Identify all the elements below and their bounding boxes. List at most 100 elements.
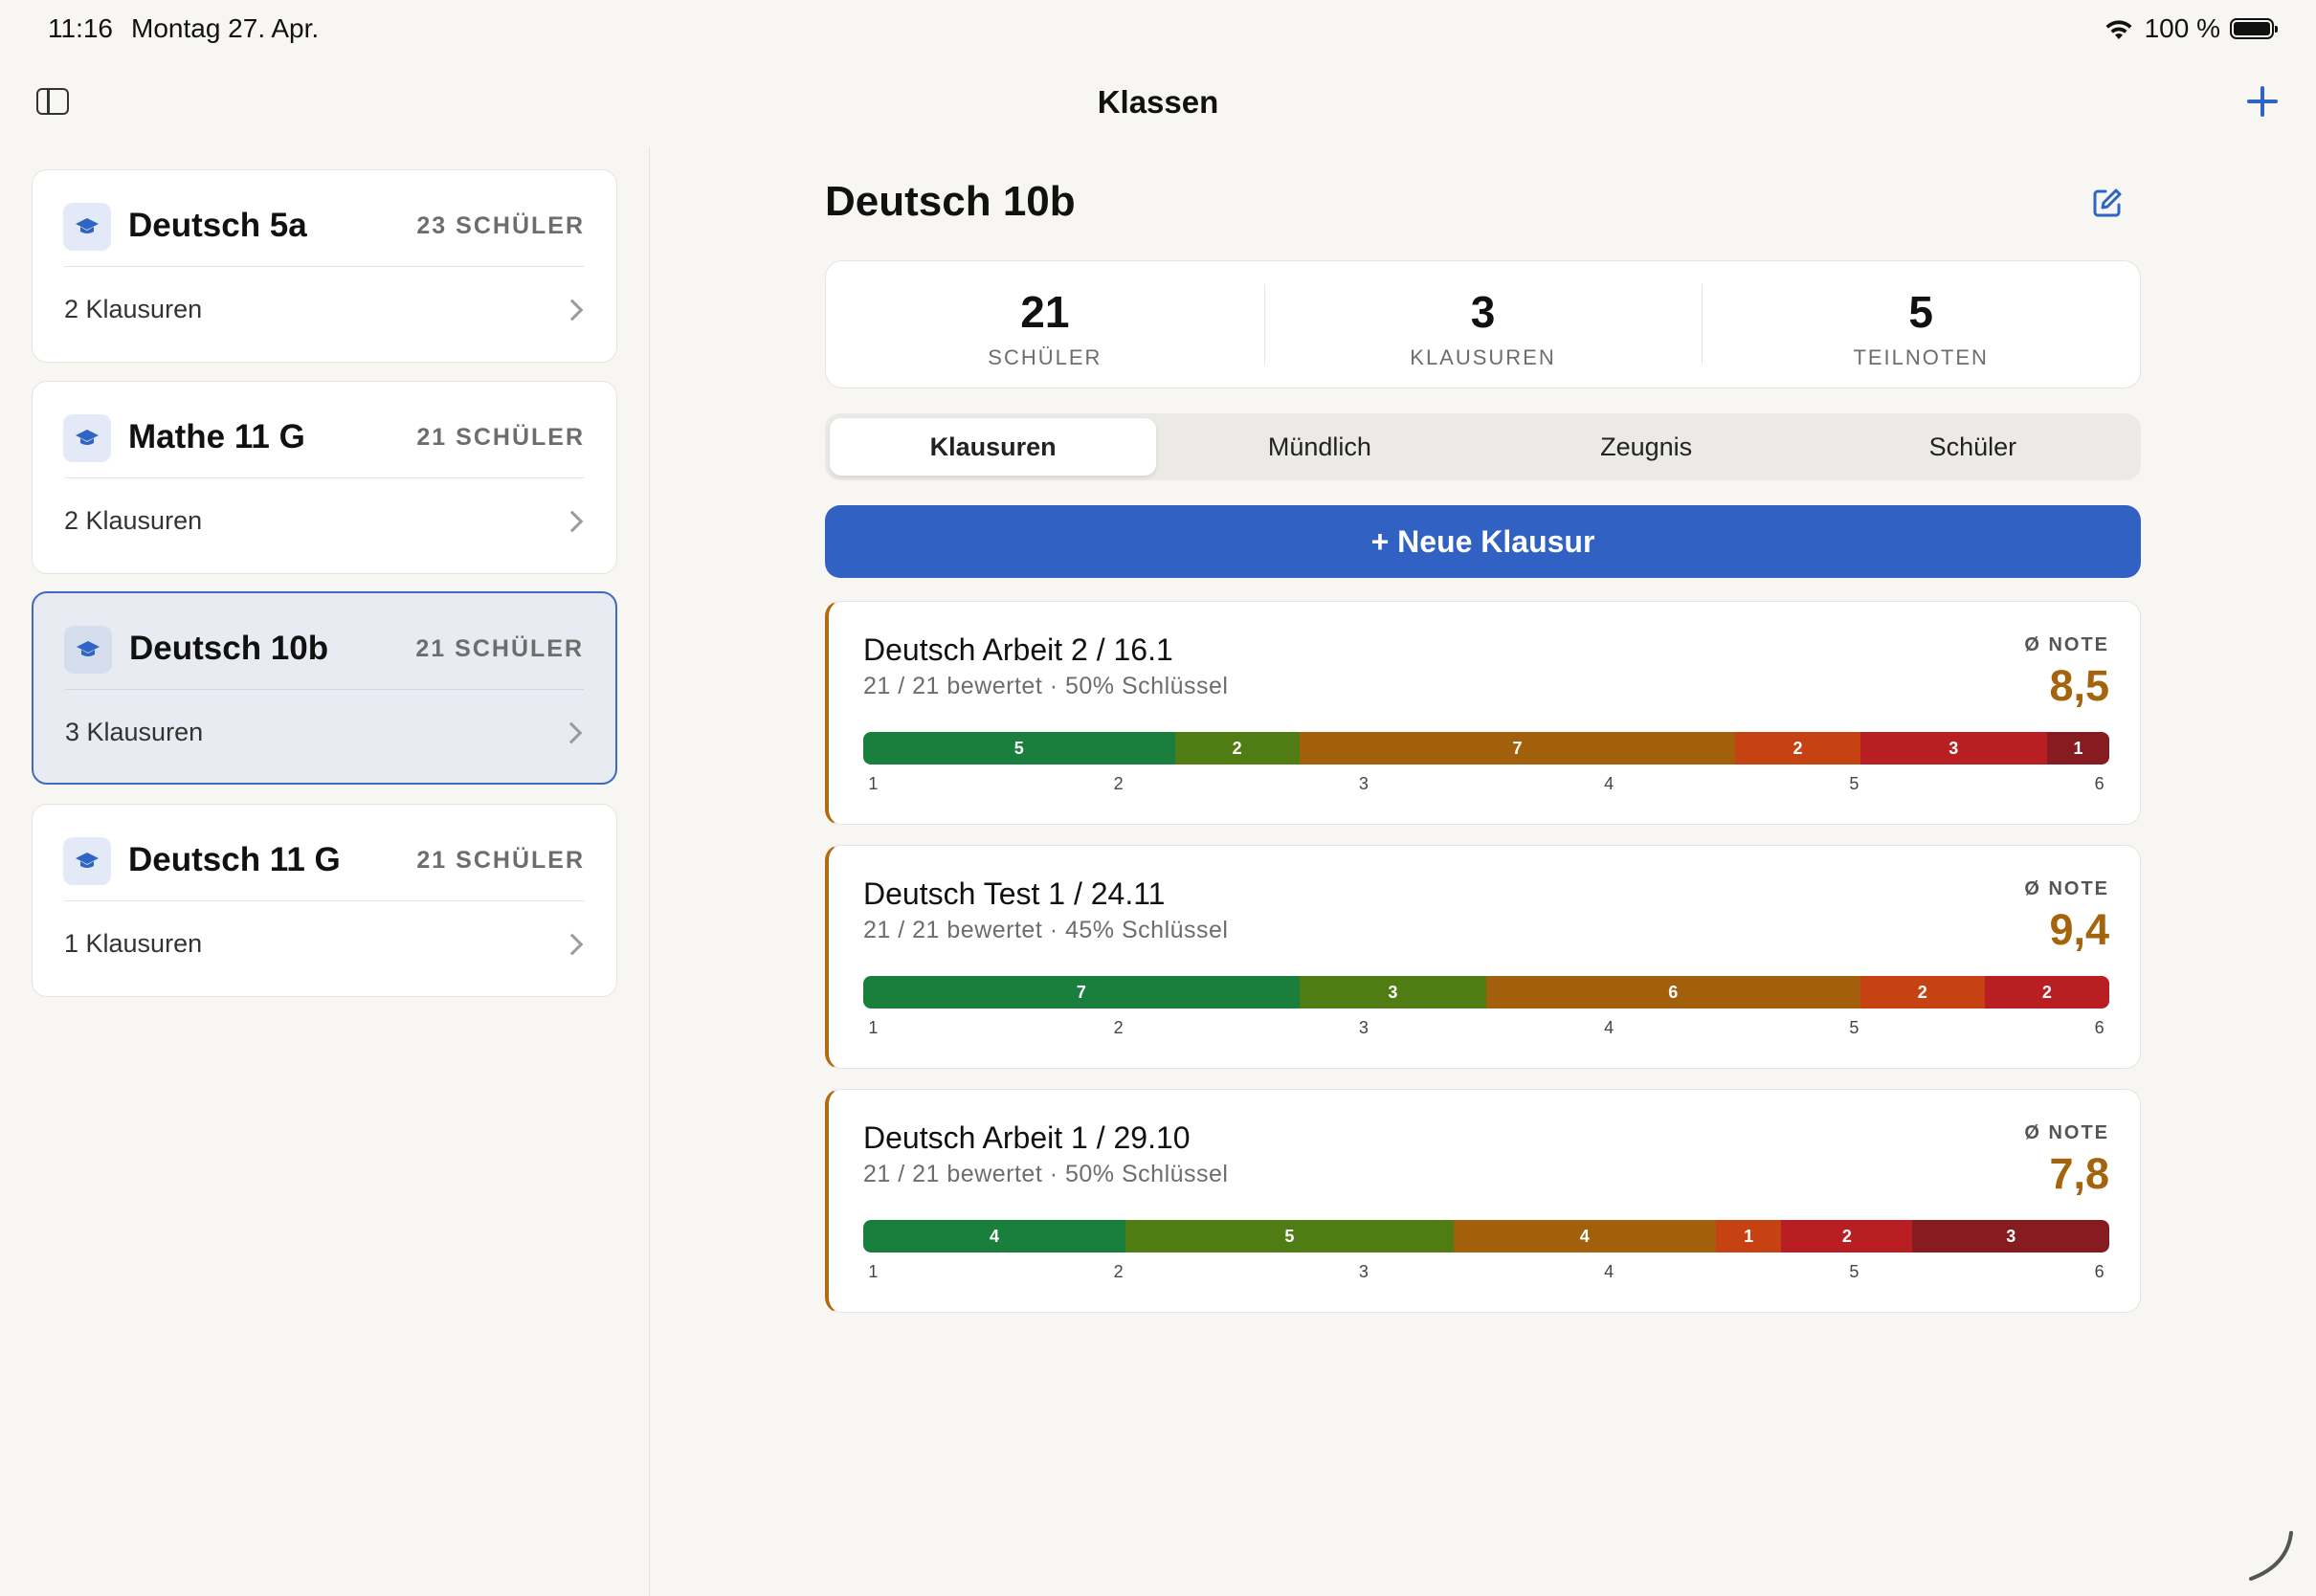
resize-handle-icon[interactable] (2241, 1527, 2299, 1585)
stat-value: 5 (1908, 287, 1933, 337)
exam-card[interactable]: Deutsch Arbeit 1 / 29.10 21 / 21 bewerte… (825, 1089, 2141, 1313)
exam-title: Deutsch Test 1 / 24.11 (863, 876, 1166, 911)
chevron-right-icon (561, 510, 584, 533)
avg-grade-value: 9,4 (2049, 905, 2109, 954)
status-right: 100 % (2103, 13, 2278, 44)
avg-grade-label: Ø NOTE (2024, 878, 2109, 899)
class-exam-count: 2 Klausuren (64, 506, 203, 535)
avg-grade-value: 7,8 (2049, 1149, 2109, 1198)
grade-4-segment: 2 (1859, 976, 1985, 1009)
axis-tick-label: 4 (1604, 774, 1615, 793)
tab-zeugnis[interactable]: Zeugnis (1600, 432, 1693, 461)
class-name: Mathe 11 G (128, 418, 305, 455)
card-divider (64, 477, 585, 478)
class-student-count: 23 SCHÜLER (416, 212, 585, 239)
axis-tick-label: 2 (1113, 774, 1124, 793)
grade-3-segment: 4 (1453, 1220, 1716, 1252)
chevron-right-icon (560, 721, 583, 744)
tab-muendlich[interactable]: Mündlich (1267, 432, 1371, 461)
class-exam-count: 3 Klausuren (65, 718, 204, 746)
class-name: Deutsch 11 G (128, 841, 341, 878)
card-divider (64, 266, 585, 267)
stat-label: TEILNOTEN (1853, 345, 1989, 369)
exam-title: Deutsch Arbeit 2 / 16.1 (863, 632, 1173, 667)
stat-partial-grades: 5 TEILNOTEN (1702, 261, 2140, 388)
stat-exams: 3 KLAUSUREN (1263, 261, 1703, 388)
nav-title: Klassen (1097, 84, 1219, 120)
grade-2-segment: 3 (1299, 976, 1486, 1009)
tab-schueler[interactable]: Schüler (1928, 432, 2017, 461)
grade-5-segment: 2 (1781, 1220, 1913, 1252)
class-card-deutsch-11-g[interactable]: Deutsch 11 G 21 SCHÜLER 1 Klausuren (32, 804, 617, 997)
edit-icon[interactable] (2092, 188, 2123, 218)
axis-tick-label: 4 (1604, 1262, 1615, 1281)
axis-tick-label: 2 (1113, 1262, 1124, 1281)
axis-tick-label: 1 (868, 774, 879, 793)
grade-3-segment: 7 (1299, 732, 1736, 765)
grade-2-segment: 2 (1174, 732, 1300, 765)
stat-label: SCHÜLER (988, 345, 1102, 369)
graduation-cap-icon (64, 626, 112, 674)
grade-5-segment: 3 (1859, 732, 2047, 765)
class-exam-count: 1 Klausuren (64, 929, 203, 958)
card-divider (65, 689, 584, 690)
grade-axis: 1 2 3 4 5 6 (863, 774, 2109, 797)
grade-4-segment: 2 (1735, 732, 1860, 765)
avg-grade-label: Ø NOTE (2024, 1122, 2109, 1143)
axis-tick-label: 6 (2094, 774, 2104, 793)
axis-tick-label: 3 (1358, 1018, 1369, 1037)
class-card-deutsch-5a[interactable]: Deutsch 5a 23 SCHÜLER 2 Klausuren (32, 169, 617, 363)
axis-tick-label: 3 (1358, 1262, 1369, 1281)
sidebar-toggle-icon[interactable] (36, 88, 69, 115)
class-name: Deutsch 5a (128, 207, 307, 244)
grade-1-segment: 5 (863, 732, 1175, 765)
tab-bar: Klausuren Mündlich Zeugnis Schüler (825, 413, 2141, 480)
class-name: Deutsch 10b (129, 630, 329, 667)
grade-6-segment: 3 (1912, 1220, 2109, 1252)
grade-3-segment: 6 (1486, 976, 1860, 1009)
axis-tick-label: 1 (868, 1018, 879, 1037)
grade-4-segment: 1 (1715, 1220, 1782, 1252)
stat-value: 21 (1020, 287, 1070, 337)
axis-tick-label: 6 (2094, 1262, 2104, 1281)
axis-tick-label: 2 (1113, 1018, 1124, 1037)
card-divider (64, 900, 585, 901)
grade-5-segment: 2 (1984, 976, 2109, 1009)
class-exam-count: 2 Klausuren (64, 295, 203, 323)
class-student-count: 21 SCHÜLER (415, 635, 584, 662)
grade-6-segment: 1 (2046, 732, 2109, 765)
axis-tick-label: 1 (868, 1262, 879, 1281)
class-student-count: 21 SCHÜLER (416, 424, 585, 451)
grade-2-segment: 5 (1125, 1220, 1454, 1252)
exam-subtitle: 21 / 21 bewertet · 50% Schlüssel (863, 673, 1229, 699)
split-divider (649, 147, 650, 1596)
stats-card: 21 SCHÜLER 3 KLAUSUREN 5 TEILNOTEN (825, 260, 2141, 388)
battery-percent: 100 % (2144, 13, 2220, 43)
class-card-mathe-11-g[interactable]: Mathe 11 G 21 SCHÜLER 2 Klausuren (32, 381, 617, 574)
graduation-cap-icon (63, 414, 111, 462)
grade-axis: 1 2 3 4 5 6 (863, 1018, 2109, 1041)
avg-grade-label: Ø NOTE (2024, 634, 2109, 655)
axis-tick-label: 5 (1849, 1262, 1859, 1281)
axis-tick-label: 4 (1604, 1018, 1615, 1037)
add-class-icon[interactable] (2245, 84, 2280, 119)
chevron-right-icon (561, 299, 584, 321)
status-bar: 11:16 Montag 27. Apr. 100 % (0, 0, 2316, 61)
grade-1-segment: 4 (863, 1220, 1126, 1252)
status-date: Montag 27. Apr. (131, 13, 320, 43)
graduation-cap-icon (63, 203, 111, 251)
chevron-right-icon (561, 933, 584, 956)
stat-value: 3 (1470, 287, 1496, 337)
stat-label: KLAUSUREN (1410, 345, 1556, 369)
battery-icon (2230, 18, 2278, 39)
exam-subtitle: 21 / 21 bewertet · 45% Schlüssel (863, 917, 1229, 943)
exam-card[interactable]: Deutsch Test 1 / 24.11 21 / 21 bewertet … (825, 845, 2141, 1069)
class-card-deutsch-10b[interactable]: Deutsch 10b 21 SCHÜLER 3 Klausuren (32, 591, 617, 785)
exam-card[interactable]: Deutsch Arbeit 2 / 16.1 21 / 21 bewertet… (825, 601, 2141, 825)
tab-klausuren[interactable]: Klausuren (830, 418, 1157, 476)
stat-students: 21 SCHÜLER (826, 261, 1264, 388)
new-exam-button[interactable]: + Neue Klausur (825, 505, 2141, 578)
